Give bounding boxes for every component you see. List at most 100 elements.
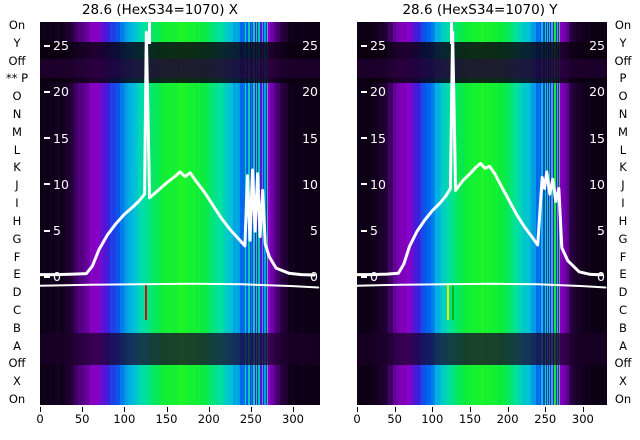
inner-ytick-label: 15 bbox=[53, 130, 69, 146]
inner-ytick-x-left: 0 bbox=[44, 271, 61, 284]
category-label: X bbox=[619, 374, 627, 389]
x-tick-label: 250 bbox=[534, 412, 557, 426]
striation bbox=[544, 22, 546, 405]
category-label: K bbox=[13, 160, 21, 175]
inner-ytick-x-left: 15 bbox=[44, 130, 69, 146]
inner-ytick-label: 10 bbox=[370, 176, 386, 192]
inner-ytick-label: 5 bbox=[53, 223, 61, 239]
category-label: On bbox=[614, 18, 632, 32]
striation bbox=[266, 22, 269, 405]
marker-line bbox=[451, 282, 454, 320]
category-label: K bbox=[619, 160, 627, 175]
category-label: F bbox=[619, 249, 627, 264]
category-label: E bbox=[619, 267, 627, 282]
category-label: O bbox=[618, 89, 628, 104]
inner-ytick-label: 20 bbox=[589, 84, 605, 100]
ytick-dash bbox=[44, 183, 50, 186]
x-tick-mark bbox=[293, 407, 294, 412]
inner-ytick-label: 0 bbox=[53, 269, 61, 285]
inner-ytick-x-right: 10 bbox=[302, 178, 318, 192]
category-label: M bbox=[12, 124, 22, 139]
inner-ytick-y-left: 10 bbox=[361, 176, 386, 192]
band-dark-band-upper bbox=[357, 42, 607, 84]
inner-ytick-label: 15 bbox=[302, 130, 318, 146]
inner-ytick-label: 25 bbox=[370, 38, 386, 54]
category-label: I bbox=[621, 196, 625, 211]
inner-ytick-y-left: 25 bbox=[361, 38, 386, 54]
category-label: I bbox=[15, 196, 19, 211]
x-tick-label: 50 bbox=[387, 412, 402, 426]
ytick-dash bbox=[361, 183, 367, 186]
category-label: D bbox=[618, 285, 628, 300]
category-label: G bbox=[618, 231, 628, 246]
inner-ytick-x-left: 10 bbox=[44, 178, 69, 192]
overlay-curve-y bbox=[357, 30, 607, 289]
inner-ytick-y-left: 5 bbox=[361, 223, 378, 239]
striation bbox=[551, 22, 553, 405]
ytick-dash bbox=[44, 275, 50, 278]
ytick-dash bbox=[44, 229, 50, 232]
inner-ytick-label: 5 bbox=[370, 223, 378, 239]
overlay-curve-x bbox=[40, 30, 320, 289]
category-label: F bbox=[13, 249, 21, 264]
category-label: J bbox=[621, 178, 625, 193]
marker-line bbox=[144, 282, 147, 320]
striation bbox=[549, 22, 551, 405]
band-dark-band-lower bbox=[40, 332, 320, 366]
inner-ytick-y-right: 15 bbox=[589, 132, 605, 146]
inner-ytick-y-right: 5 bbox=[597, 224, 605, 238]
inner-ytick-label: 15 bbox=[370, 130, 386, 146]
x-tick-label: 300 bbox=[571, 412, 594, 426]
x-tick-label: 300 bbox=[282, 412, 304, 426]
category-label: Off bbox=[614, 356, 632, 371]
heatmap-field-y bbox=[357, 22, 607, 405]
inner-ytick-label: 0 bbox=[597, 269, 605, 285]
panel-y-title: 28.6 (HexS34=1070) Y bbox=[402, 2, 558, 18]
category-label: A bbox=[13, 338, 21, 353]
ytick-dash bbox=[361, 137, 367, 140]
inner-ytick-y-left: 15 bbox=[361, 130, 386, 146]
category-label: On bbox=[8, 392, 26, 406]
marker-line bbox=[447, 282, 450, 320]
category-label: E bbox=[13, 267, 21, 282]
category-label: L bbox=[13, 142, 21, 157]
inner-ytick-y-right: 0 bbox=[597, 271, 605, 284]
heatmap-x[interactable]: 25 25 20 20 15 15 10 10 5 5 0 0 bbox=[40, 22, 320, 405]
x-tick-label: 150 bbox=[155, 412, 178, 426]
x-tick-mark bbox=[40, 407, 41, 412]
panel-x: 28.6 (HexS34=1070) X 25 25 20 20 15 15 10 10 5 5 0… bbox=[36, 2, 320, 426]
band-inner-dim bbox=[357, 59, 607, 78]
category-label: A bbox=[619, 338, 627, 353]
x-tick-mark bbox=[208, 407, 210, 412]
x-tick-label: 50 bbox=[74, 412, 90, 426]
heatmap-y[interactable]: 25 25 20 20 15 15 10 10 5 5 0 0 bbox=[357, 22, 607, 405]
band-dark-band-upper bbox=[40, 42, 320, 84]
x-tick-mark bbox=[507, 407, 509, 412]
inner-ytick-x-left: 5 bbox=[44, 223, 61, 239]
inner-ytick-x-right: 15 bbox=[302, 130, 318, 146]
x-tick-label: 200 bbox=[197, 412, 220, 426]
category-label: H bbox=[12, 213, 22, 228]
striation bbox=[546, 22, 549, 405]
inner-ytick-label: 10 bbox=[589, 176, 605, 192]
ytick-dash bbox=[44, 44, 50, 47]
category-label: On bbox=[8, 18, 26, 32]
curve-x-baseline bbox=[40, 282, 320, 289]
ytick-dash bbox=[361, 229, 367, 232]
inner-ytick-y-left: 0 bbox=[361, 271, 378, 284]
x-tick-mark bbox=[582, 407, 584, 412]
x-tick-mark bbox=[166, 407, 168, 412]
category-label: B bbox=[619, 320, 627, 335]
category-label: N bbox=[12, 107, 22, 122]
band-gap bbox=[147, 22, 151, 45]
category-label: B bbox=[13, 320, 21, 335]
heatmap-field-x bbox=[40, 22, 320, 405]
x-tick-label: 200 bbox=[496, 412, 519, 426]
x-tick-label: 250 bbox=[239, 412, 262, 426]
category-label: O bbox=[12, 89, 22, 104]
category-label: C bbox=[618, 302, 628, 317]
category-label: J bbox=[15, 178, 19, 193]
x-tick-label: 0 bbox=[36, 412, 44, 426]
category-label: C bbox=[12, 302, 22, 317]
